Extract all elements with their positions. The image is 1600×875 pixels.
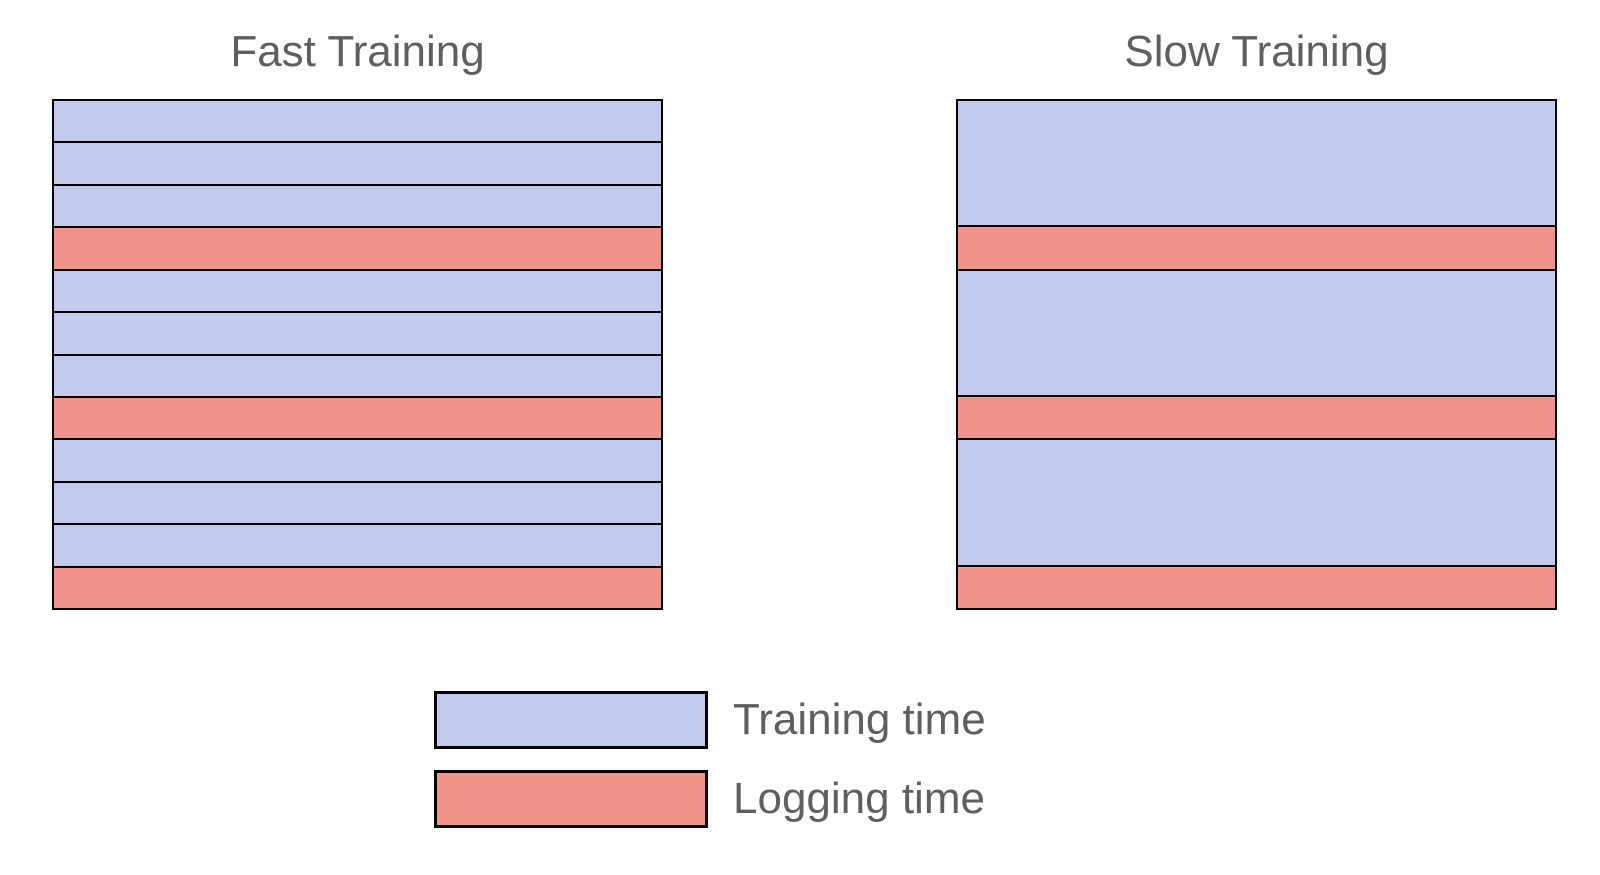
logging-segment (956, 225, 1557, 271)
legend-item-training: Training time (434, 691, 986, 749)
training-segment (52, 311, 663, 356)
training-segment (956, 99, 1557, 228)
legend-item-logging: Logging time (434, 770, 986, 828)
training-segment (52, 99, 663, 144)
training-label: Training time (733, 695, 986, 744)
fast-training-title: Fast Training (230, 27, 485, 76)
logging-segment (956, 564, 1557, 611)
training-segment (52, 353, 663, 398)
logging-label: Logging time (733, 774, 985, 823)
training-segment (956, 268, 1557, 397)
legend: Training time Logging time (434, 691, 986, 828)
logging-segment (52, 226, 663, 271)
logging-segment (52, 565, 663, 611)
logging-segment (956, 394, 1557, 441)
logging-swatch (434, 770, 708, 828)
training-segment (52, 268, 663, 314)
slow-training-stack (956, 99, 1557, 611)
training-segment (52, 523, 663, 568)
training-segment (956, 438, 1557, 567)
training-segment (52, 480, 663, 526)
training-segment (52, 141, 663, 186)
slow-training-title: Slow Training (1124, 27, 1389, 76)
training-swatch (434, 691, 708, 749)
training-segment (52, 438, 663, 483)
logging-segment (52, 395, 663, 441)
training-segment (52, 183, 663, 229)
fast-training-stack (52, 99, 663, 611)
